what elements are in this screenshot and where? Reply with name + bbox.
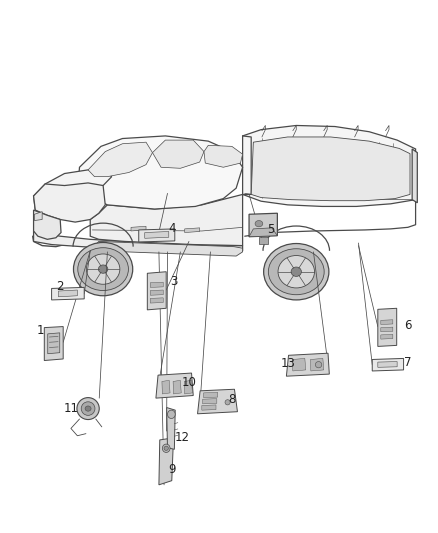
Ellipse shape bbox=[225, 400, 230, 405]
Ellipse shape bbox=[85, 406, 91, 411]
Polygon shape bbox=[173, 381, 181, 394]
Polygon shape bbox=[131, 227, 146, 231]
Polygon shape bbox=[34, 231, 243, 252]
Ellipse shape bbox=[268, 249, 324, 295]
Text: 11: 11 bbox=[64, 402, 78, 415]
Polygon shape bbox=[88, 142, 152, 176]
Ellipse shape bbox=[264, 244, 329, 300]
Ellipse shape bbox=[74, 243, 133, 296]
Polygon shape bbox=[162, 381, 170, 394]
Polygon shape bbox=[150, 298, 163, 303]
Polygon shape bbox=[286, 353, 329, 376]
Text: 6: 6 bbox=[404, 319, 412, 332]
Polygon shape bbox=[249, 213, 277, 237]
Polygon shape bbox=[78, 136, 243, 209]
Polygon shape bbox=[35, 212, 42, 221]
Polygon shape bbox=[249, 228, 277, 237]
Polygon shape bbox=[150, 290, 163, 295]
Polygon shape bbox=[381, 334, 393, 339]
Polygon shape bbox=[58, 290, 78, 297]
Polygon shape bbox=[34, 184, 60, 215]
Polygon shape bbox=[259, 237, 268, 244]
Ellipse shape bbox=[167, 410, 175, 418]
Text: 2: 2 bbox=[57, 280, 64, 293]
Polygon shape bbox=[184, 381, 192, 394]
Ellipse shape bbox=[255, 221, 263, 227]
Polygon shape bbox=[34, 183, 105, 222]
Polygon shape bbox=[52, 287, 84, 300]
Polygon shape bbox=[90, 195, 243, 246]
Text: 7: 7 bbox=[404, 356, 412, 369]
Polygon shape bbox=[243, 125, 416, 206]
Polygon shape bbox=[204, 392, 218, 398]
Polygon shape bbox=[45, 170, 112, 195]
Polygon shape bbox=[147, 272, 166, 310]
Polygon shape bbox=[156, 373, 193, 398]
Text: 12: 12 bbox=[175, 431, 190, 445]
Text: 3: 3 bbox=[170, 274, 178, 288]
Polygon shape bbox=[378, 361, 397, 367]
Ellipse shape bbox=[291, 267, 301, 277]
Polygon shape bbox=[378, 308, 397, 346]
Polygon shape bbox=[202, 405, 216, 410]
Polygon shape bbox=[311, 358, 324, 371]
Polygon shape bbox=[48, 333, 60, 354]
Polygon shape bbox=[150, 282, 163, 287]
Text: 10: 10 bbox=[181, 376, 196, 389]
Ellipse shape bbox=[81, 402, 95, 415]
Polygon shape bbox=[293, 358, 306, 371]
Polygon shape bbox=[34, 210, 61, 239]
Polygon shape bbox=[139, 229, 175, 242]
Text: 4: 4 bbox=[168, 222, 176, 236]
Polygon shape bbox=[166, 408, 175, 449]
Polygon shape bbox=[198, 389, 237, 414]
Polygon shape bbox=[152, 140, 204, 168]
Polygon shape bbox=[95, 241, 243, 256]
Polygon shape bbox=[381, 320, 393, 325]
Ellipse shape bbox=[99, 265, 108, 273]
Polygon shape bbox=[203, 399, 217, 404]
Polygon shape bbox=[159, 438, 173, 485]
Ellipse shape bbox=[315, 361, 322, 368]
Polygon shape bbox=[251, 137, 410, 201]
Polygon shape bbox=[145, 231, 169, 238]
Ellipse shape bbox=[86, 254, 120, 284]
Text: 13: 13 bbox=[280, 357, 295, 369]
Text: 9: 9 bbox=[168, 463, 176, 475]
Text: 8: 8 bbox=[228, 393, 236, 406]
Ellipse shape bbox=[278, 255, 314, 288]
Polygon shape bbox=[185, 228, 200, 232]
Ellipse shape bbox=[78, 248, 128, 290]
Polygon shape bbox=[372, 358, 403, 371]
Text: 5: 5 bbox=[267, 223, 274, 237]
Polygon shape bbox=[204, 146, 243, 167]
Ellipse shape bbox=[77, 398, 99, 419]
Polygon shape bbox=[412, 149, 417, 203]
Text: 1: 1 bbox=[37, 324, 45, 337]
Ellipse shape bbox=[164, 446, 168, 450]
Polygon shape bbox=[381, 327, 393, 332]
Polygon shape bbox=[44, 327, 63, 360]
Ellipse shape bbox=[162, 444, 170, 453]
